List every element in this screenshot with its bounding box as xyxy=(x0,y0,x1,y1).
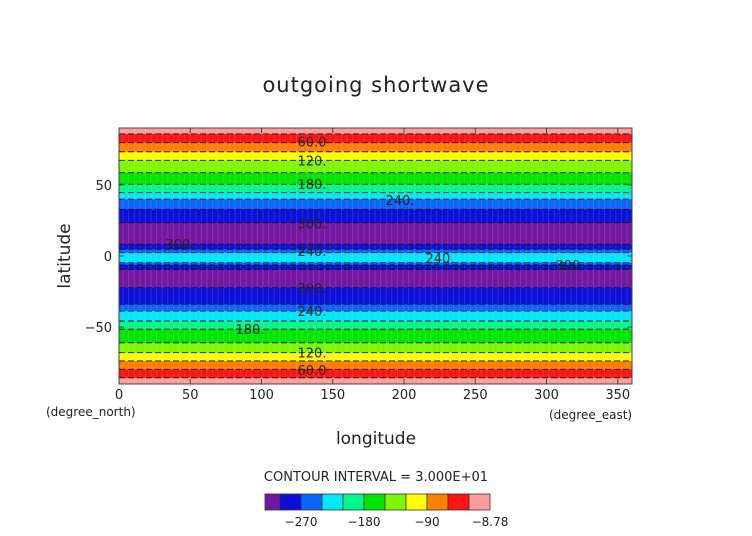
grid-texture xyxy=(122,128,628,384)
contour-band xyxy=(119,320,632,330)
contour-band xyxy=(119,352,632,362)
y-tick-label: 0 xyxy=(104,250,112,265)
contour-labels: 60.0 120. 180. 240. 300. 300. 240. 240. 300. 300.… xyxy=(166,136,585,379)
contour-band xyxy=(119,262,632,266)
contour-band xyxy=(119,264,632,270)
colorbar-swatch xyxy=(426,493,449,511)
contour-band xyxy=(119,133,632,144)
x-tick-label: 350 xyxy=(605,388,630,403)
contour-band xyxy=(119,252,632,264)
y-tick-label: −50 xyxy=(85,321,112,336)
colorbar-label: −8.78 xyxy=(472,515,509,529)
contour-label: 180. xyxy=(298,178,327,193)
y-axis-label: latitude xyxy=(55,223,75,288)
contour-band xyxy=(119,222,632,245)
contour-label: 180. xyxy=(236,323,265,338)
colorbar-swatch xyxy=(342,493,365,511)
contour-band xyxy=(119,342,632,354)
contour-band xyxy=(119,172,632,185)
x-tick-label: 300 xyxy=(534,388,559,403)
colorbar-swatch xyxy=(363,493,386,511)
colorbar-label: −180 xyxy=(348,515,381,529)
contour-band xyxy=(119,369,632,379)
x-tick-label: 200 xyxy=(392,388,417,403)
contour-band xyxy=(119,199,632,210)
y-unit-label: (degree_north) xyxy=(46,405,136,419)
colorbar-label: −270 xyxy=(285,515,318,529)
contour-band xyxy=(119,304,632,312)
contour-band xyxy=(119,287,632,305)
contour-band xyxy=(119,151,632,161)
colorbar-swatch xyxy=(264,493,281,511)
x-tick-label: 50 xyxy=(182,388,199,403)
contour-label: 60.0 xyxy=(298,364,327,379)
contour-band xyxy=(119,269,632,289)
x-unit-label: (degree_east) xyxy=(549,408,632,422)
contour-label: 300. xyxy=(298,217,327,232)
contour-band xyxy=(119,128,632,135)
x-tick-label: 150 xyxy=(320,388,345,403)
contour-label: 300. xyxy=(556,259,585,274)
contour-band xyxy=(119,160,632,174)
contour-label: 300. xyxy=(298,282,327,297)
contour-band xyxy=(119,192,632,200)
contour-band xyxy=(119,377,632,385)
contour-band xyxy=(119,311,632,322)
contour-label: 60.0 xyxy=(298,136,327,151)
contour-label: 120. xyxy=(298,155,327,170)
y-axis: 50 0 −50 xyxy=(85,179,632,336)
contour-band xyxy=(119,249,632,254)
contour-band xyxy=(119,244,632,250)
x-tick-label: 0 xyxy=(115,388,123,403)
contour-band xyxy=(119,329,632,344)
x-tick-label: 250 xyxy=(463,388,488,403)
contour-label: 300. xyxy=(166,238,195,253)
contour-label: 240. xyxy=(426,252,455,267)
colorbar-label: −90 xyxy=(414,515,439,529)
contour-interval-text: CONTOUR INTERVAL = 3.000E+01 xyxy=(264,470,488,485)
contour-band xyxy=(119,209,632,224)
contour-lines xyxy=(119,133,632,379)
y-tick-label: 50 xyxy=(95,179,112,194)
colorbar-swatch xyxy=(468,493,491,511)
x-tick-label: 100 xyxy=(249,388,274,403)
colorbar-swatch xyxy=(384,493,407,511)
chart-title: outgoing shortwave xyxy=(262,73,489,97)
colorbar-swatch xyxy=(300,493,323,511)
contour-band xyxy=(119,184,632,194)
contour-label: 240. xyxy=(298,305,327,320)
contour-band xyxy=(119,360,632,370)
x-axis-label: longitude xyxy=(336,429,416,449)
contour-band xyxy=(119,142,632,153)
x-axis: 0 50 100 150 200 250 300 350 xyxy=(115,128,630,403)
colorbar-swatch xyxy=(321,493,344,511)
contour-label: 240. xyxy=(386,194,415,209)
colorbar-swatch xyxy=(279,493,302,511)
colorbar: −270 −180 −90 −8.78 xyxy=(264,493,509,529)
colorbar-swatch xyxy=(447,493,470,511)
plot-area xyxy=(119,128,632,385)
contour-label: 120. xyxy=(298,347,327,362)
colorbar-swatch xyxy=(405,493,428,511)
contour-label: 240. xyxy=(298,245,327,260)
